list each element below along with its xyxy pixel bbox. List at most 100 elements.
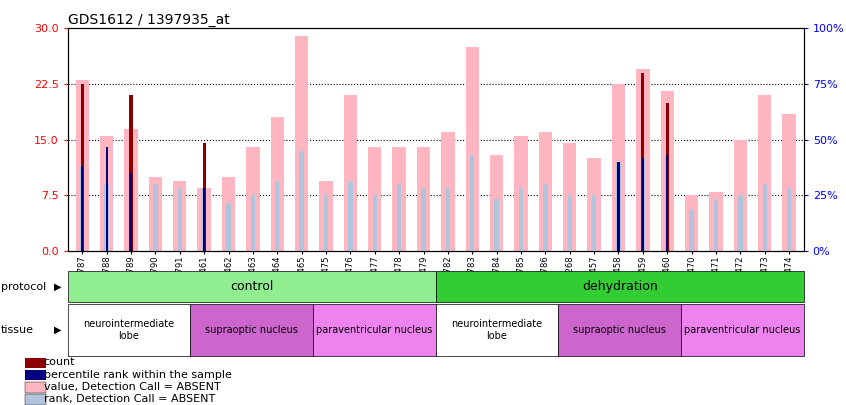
Bar — [299, 151, 304, 251]
Text: supraoptic nucleus: supraoptic nucleus — [574, 325, 666, 335]
Bar — [709, 192, 722, 251]
Bar — [25, 394, 47, 405]
Bar — [733, 140, 747, 251]
Bar — [612, 84, 625, 251]
Text: ▶: ▶ — [54, 281, 61, 292]
Bar — [539, 132, 552, 251]
Bar — [319, 181, 332, 251]
Bar — [618, 162, 619, 251]
Bar — [202, 188, 206, 251]
Bar — [446, 188, 450, 251]
Bar — [397, 184, 401, 251]
Bar — [681, 304, 804, 356]
Bar — [762, 184, 766, 251]
Text: percentile rank within the sample: percentile rank within the sample — [44, 370, 232, 379]
Text: paraventricular nucleus: paraventricular nucleus — [316, 325, 432, 335]
Bar — [81, 166, 84, 251]
Text: control: control — [230, 280, 273, 293]
Bar — [153, 184, 157, 251]
Text: neurointermediate
lobe: neurointermediate lobe — [452, 319, 542, 341]
Bar — [490, 155, 503, 251]
Text: value, Detection Call = ABSENT: value, Detection Call = ABSENT — [44, 382, 221, 392]
Bar — [436, 271, 804, 302]
Bar — [173, 181, 186, 251]
Bar — [25, 370, 47, 380]
Bar — [592, 196, 596, 251]
Bar — [470, 155, 475, 251]
Text: dehydration: dehydration — [582, 280, 657, 293]
Bar — [68, 271, 436, 302]
Bar — [441, 132, 454, 251]
Bar — [271, 117, 284, 251]
Bar — [689, 210, 694, 251]
Bar — [558, 304, 681, 356]
Text: neurointermediate
lobe: neurointermediate lobe — [84, 319, 174, 341]
Bar — [587, 158, 601, 251]
Bar — [349, 181, 353, 251]
Bar — [563, 143, 576, 251]
Bar — [25, 358, 47, 368]
Bar — [324, 196, 328, 251]
Bar — [739, 196, 743, 251]
Bar — [68, 304, 190, 356]
Bar — [197, 188, 211, 251]
Bar — [104, 184, 109, 251]
Bar — [250, 196, 255, 251]
Bar — [124, 129, 138, 251]
Bar — [190, 304, 313, 356]
Bar — [106, 147, 107, 251]
Bar — [25, 382, 47, 392]
Bar — [641, 73, 645, 251]
Bar — [130, 173, 132, 251]
Bar — [421, 188, 426, 251]
Bar — [295, 36, 308, 251]
Bar — [616, 162, 621, 251]
Bar — [568, 196, 572, 251]
Bar — [75, 80, 89, 251]
Bar — [666, 155, 668, 251]
Bar — [636, 69, 650, 251]
Bar — [665, 155, 669, 251]
Bar — [80, 84, 84, 251]
Bar — [494, 199, 499, 251]
Bar — [100, 136, 113, 251]
Bar — [783, 114, 796, 251]
Text: rank, Detection Call = ABSENT: rank, Detection Call = ABSENT — [44, 394, 215, 404]
Text: paraventricular nucleus: paraventricular nucleus — [684, 325, 800, 335]
Bar — [685, 196, 698, 251]
Bar — [368, 147, 382, 251]
Bar — [343, 95, 357, 251]
Bar — [372, 196, 377, 251]
Bar — [642, 158, 644, 251]
Bar — [246, 147, 260, 251]
Bar — [129, 95, 133, 251]
Bar — [666, 102, 669, 251]
Bar — [129, 173, 133, 251]
Text: ▶: ▶ — [54, 325, 61, 335]
Bar — [714, 199, 718, 251]
Text: tissue: tissue — [1, 325, 34, 335]
Bar — [178, 188, 182, 251]
Text: protocol: protocol — [1, 281, 46, 292]
Text: count: count — [44, 358, 75, 367]
Text: supraoptic nucleus: supraoptic nucleus — [206, 325, 298, 335]
Bar — [436, 304, 558, 356]
Bar — [80, 166, 85, 251]
Bar — [227, 203, 231, 251]
Bar — [313, 304, 436, 356]
Bar — [661, 92, 674, 251]
Bar — [203, 188, 206, 251]
Bar — [787, 188, 791, 251]
Bar — [543, 184, 547, 251]
Bar — [275, 181, 279, 251]
Bar — [202, 143, 206, 251]
Bar — [758, 95, 772, 251]
Text: GDS1612 / 1397935_at: GDS1612 / 1397935_at — [68, 13, 229, 27]
Bar — [417, 147, 431, 251]
Bar — [640, 158, 645, 251]
Bar — [222, 177, 235, 251]
Bar — [465, 47, 479, 251]
Bar — [149, 177, 162, 251]
Bar — [519, 188, 523, 251]
Bar — [514, 136, 528, 251]
